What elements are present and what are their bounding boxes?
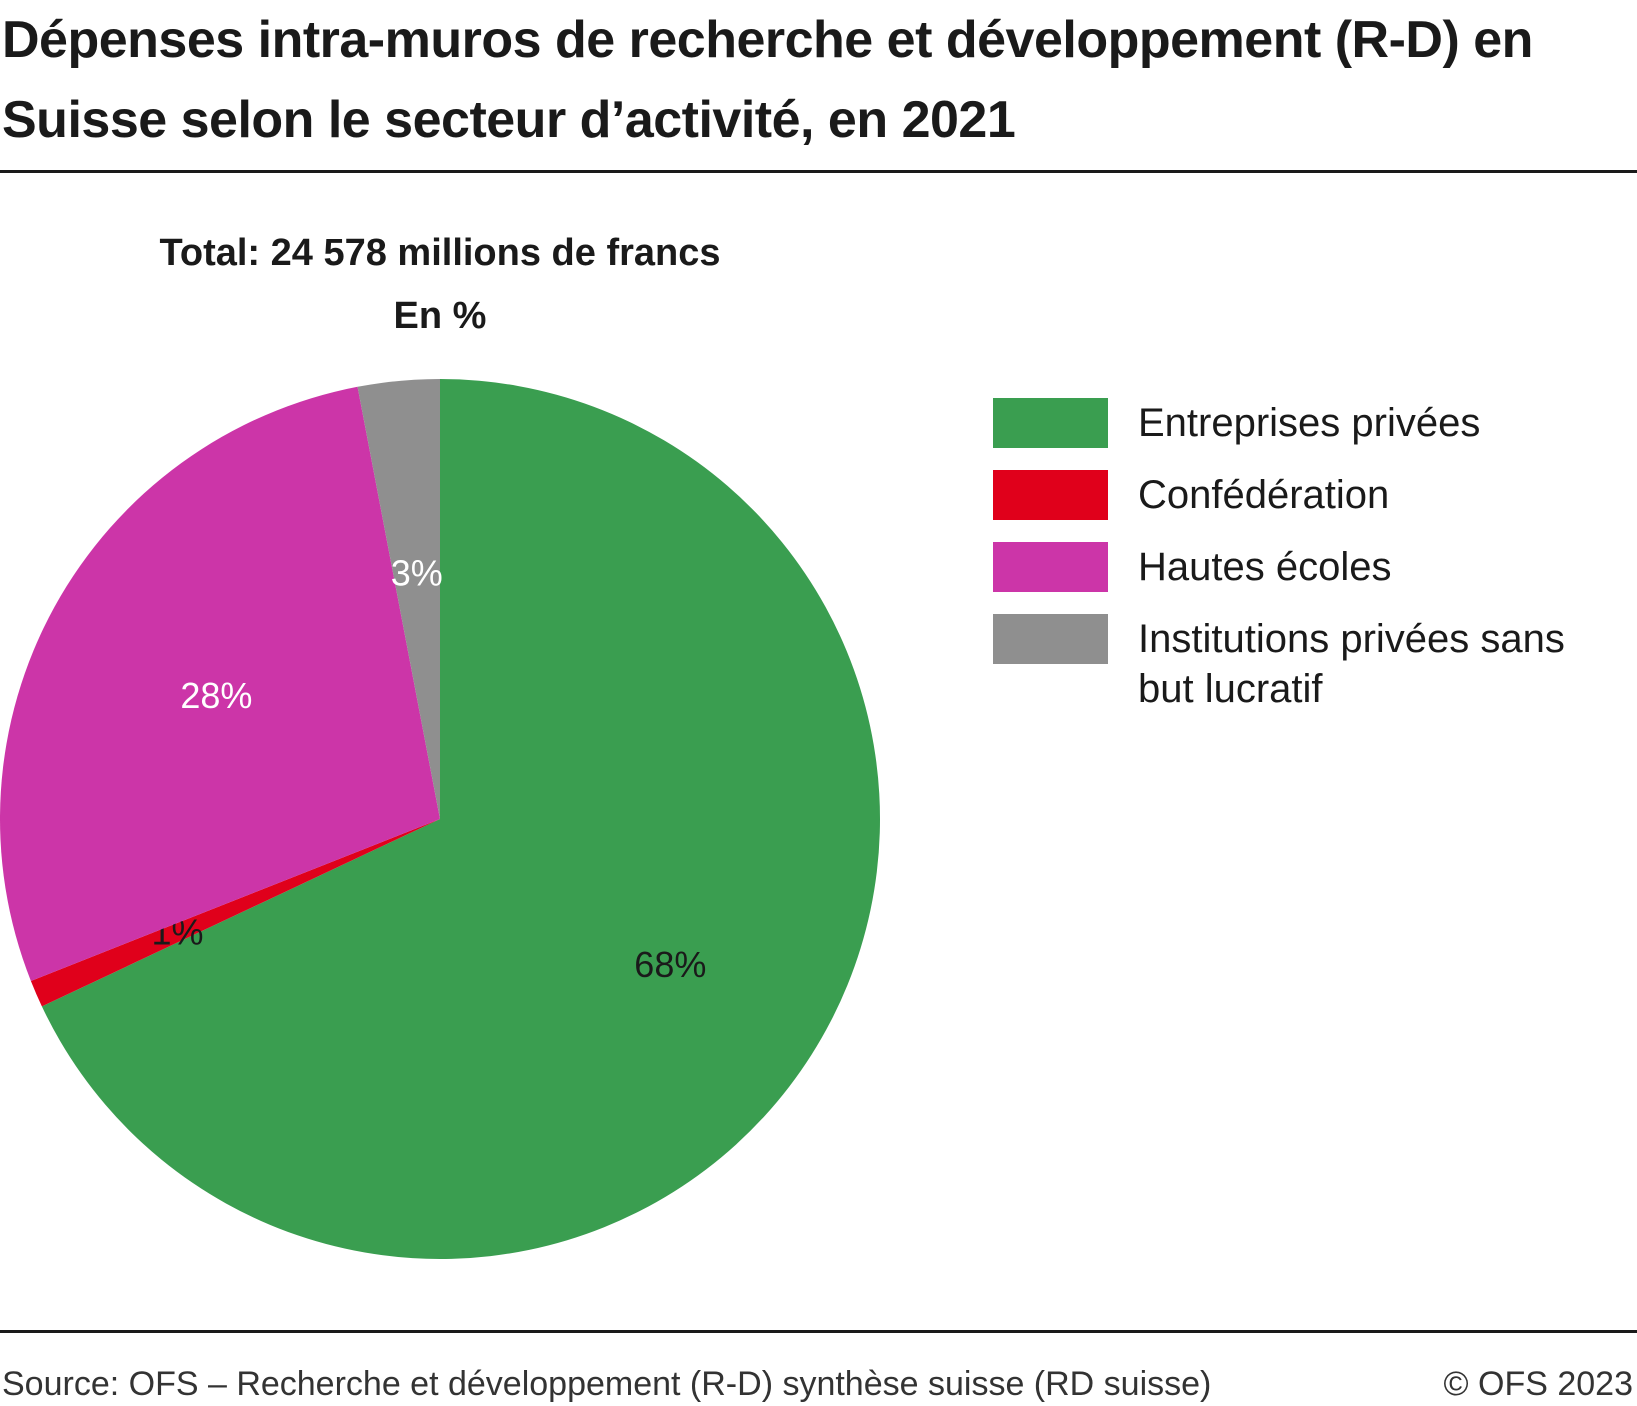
legend-swatch — [993, 398, 1108, 448]
slice-label-3: 28% — [180, 675, 252, 716]
pie-slice-4 — [357, 379, 440, 819]
legend-item-institutions-privees: Institutions privées sans but lucratif — [993, 614, 1618, 714]
legend-swatch — [993, 470, 1108, 520]
pie-slice-2 — [30, 819, 440, 1007]
legend-label: Entreprises privées — [1138, 401, 1481, 445]
legend-swatch — [993, 542, 1108, 592]
legend-swatch — [993, 614, 1108, 664]
pie-slice-3 — [0, 386, 441, 981]
source-note: Source: OFS – Recherche et développement… — [2, 1365, 1212, 1403]
legend-item-hautes-ecoles: Hautes écoles — [993, 542, 1618, 592]
legend-item-confederation: Confédération — [993, 470, 1618, 520]
chart-unit: En % — [393, 295, 487, 337]
top-divider — [0, 170, 1637, 173]
copyright-note: © OFS 2023 — [1443, 1365, 1633, 1403]
pie-chart: 68%1%28%3% — [0, 379, 880, 1259]
legend-label: Hautes écoles — [1138, 545, 1392, 589]
chart-total: Total: 24 578 millions de francs — [159, 232, 721, 274]
bottom-divider — [0, 1330, 1637, 1333]
chart-title: Dépenses intra-muros de recherche et dév… — [2, 11, 1533, 149]
legend-label: Confédération — [1138, 473, 1390, 517]
pie-slice-1 — [41, 379, 880, 1259]
slice-label-4: 3% — [391, 553, 443, 594]
slice-label-1: 68% — [634, 944, 706, 985]
legend-label: Institutions privées sans but lucratif — [1138, 617, 1565, 711]
legend-item-entreprises-privees: Entreprises privées — [993, 398, 1618, 448]
